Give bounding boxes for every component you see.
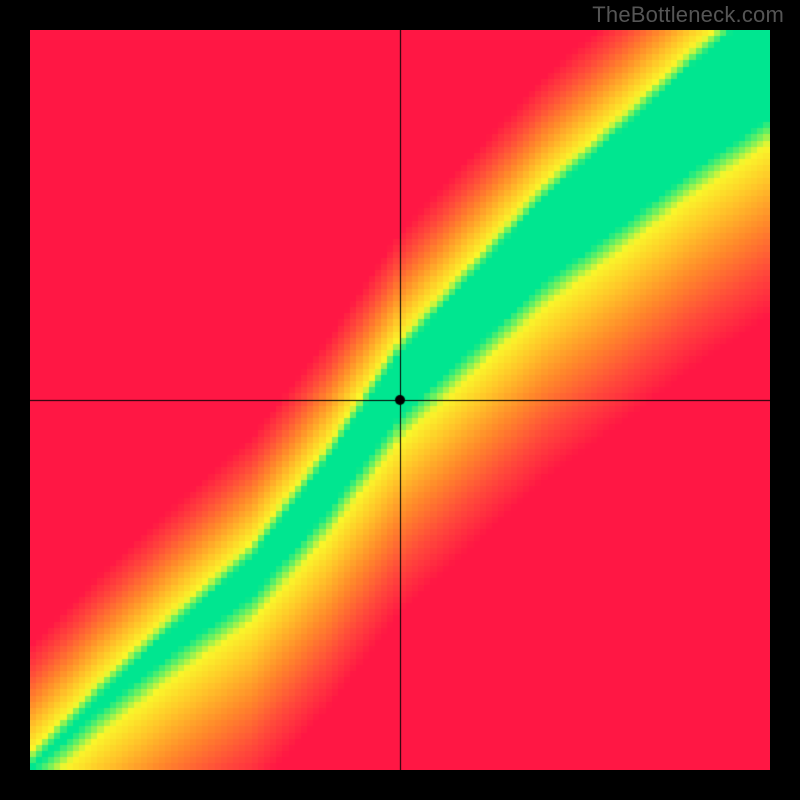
heatmap-canvas [30, 30, 770, 770]
watermark-text: TheBottleneck.com [592, 2, 784, 28]
stage: TheBottleneck.com [0, 0, 800, 800]
